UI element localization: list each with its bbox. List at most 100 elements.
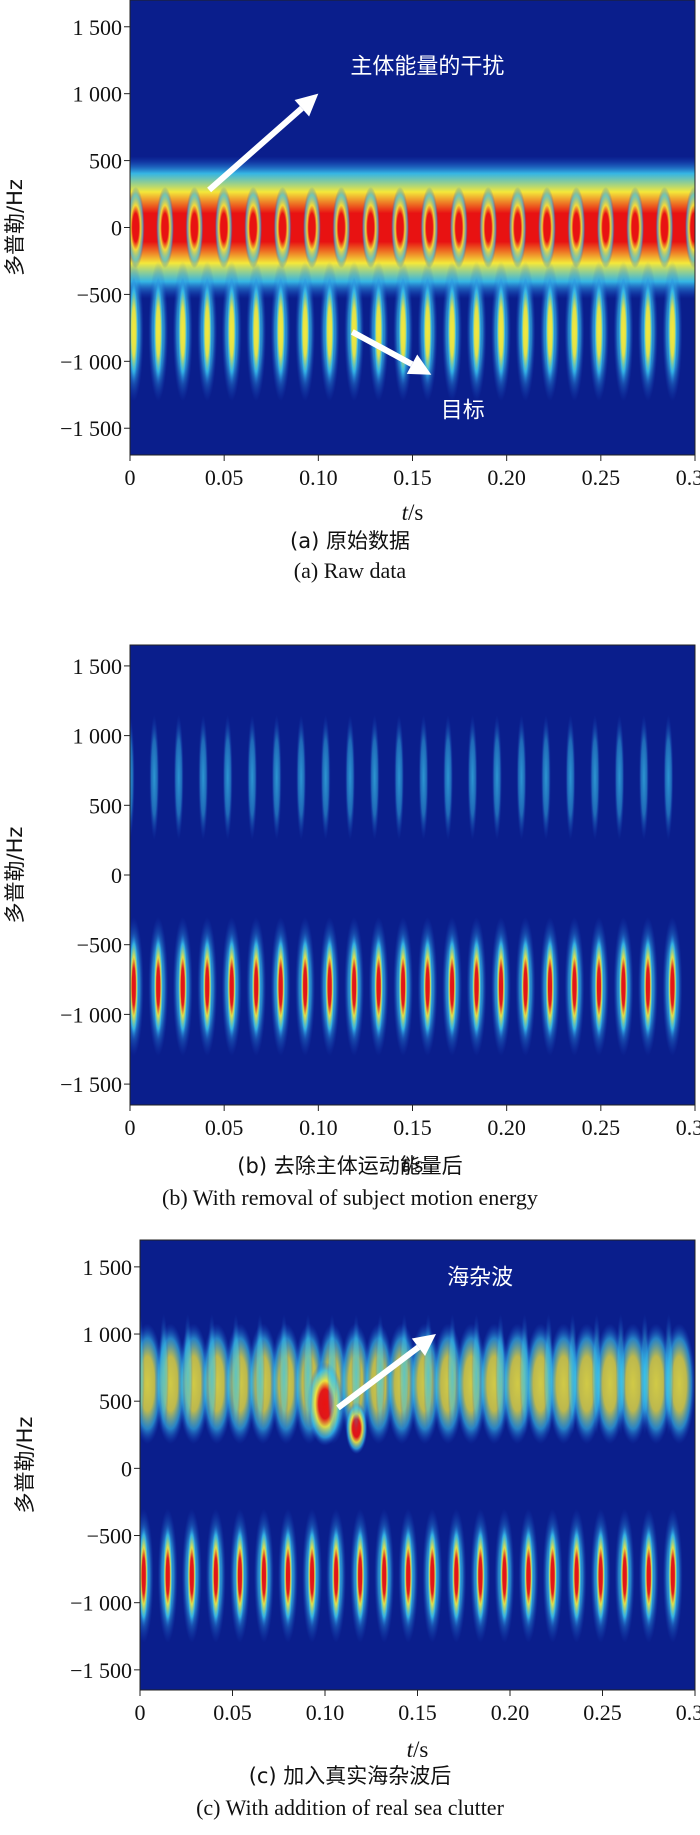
target-streak	[158, 1313, 169, 1435]
target-pulse	[234, 1524, 245, 1628]
x-tick-label: 0.25	[583, 1700, 622, 1725]
body-energy-blob	[391, 186, 410, 269]
body-energy-blob	[626, 186, 645, 269]
body-energy-blob	[273, 186, 292, 269]
x-axis-label: t/s	[402, 500, 424, 525]
target-pulse	[130, 932, 139, 1041]
panel-c: 1 500 1 000 500 0 −500 −1 000 −1 500 0 0.05 0.10 0…	[0, 1225, 700, 1785]
target-streak	[247, 714, 258, 841]
y-tick-label: 500	[89, 793, 122, 818]
target-pulse	[226, 932, 237, 1041]
y-tick-label: −1 500	[70, 1658, 132, 1683]
target-pulse	[427, 1524, 438, 1628]
x-tick-label: 0.10	[299, 1115, 338, 1140]
target-streak	[423, 1313, 434, 1435]
x-tick-label: 0	[135, 1700, 146, 1725]
annotation-label: 目标	[441, 399, 485, 424]
target-streak	[663, 714, 674, 841]
body-energy-blob	[332, 186, 351, 269]
target-streak	[467, 714, 478, 841]
target-streak	[615, 1313, 626, 1435]
annotation-arrow-shaft	[336, 1344, 421, 1411]
target-pulse	[619, 1524, 630, 1628]
x-tick-label: 0.05	[213, 1700, 252, 1725]
caption-c-en: (c) With addition of real sea clutter	[196, 1795, 504, 1820]
body-energy-blob	[508, 186, 527, 269]
target-pulse	[451, 1524, 462, 1628]
target-pulse	[130, 277, 139, 386]
y-tick-label: −500	[87, 1524, 132, 1549]
y-tick-label: 1 500	[83, 1255, 133, 1280]
target-pulse	[471, 277, 482, 386]
target-pulse	[373, 932, 384, 1041]
target-streak	[565, 714, 576, 841]
x-tick-label: 0.10	[299, 465, 338, 490]
target-streak	[254, 1313, 265, 1435]
x-axis-label: t/s	[402, 1152, 424, 1177]
x-tick-label: 0.05	[205, 465, 244, 490]
target-streak	[320, 714, 331, 841]
target-streak	[130, 714, 135, 841]
body-energy-blob	[156, 186, 175, 269]
x-tick-label: 0.15	[393, 465, 432, 490]
target-streak	[351, 1313, 362, 1435]
target-pulse	[226, 277, 237, 386]
panel-b: 1 500 1 000 500 0 −500 −1 000 −1 500 0 0.05 0.10 0…	[0, 620, 700, 1180]
x-tick-label: 0.15	[398, 1700, 437, 1725]
y-tick-label: −1 500	[60, 416, 122, 441]
y-tick-label: 1 000	[83, 1322, 133, 1347]
x-tick-label: 0.25	[582, 465, 621, 490]
y-tick-label: 1 000	[73, 724, 123, 749]
target-streak	[443, 714, 454, 841]
x-tick-label: 0.20	[491, 1700, 530, 1725]
x-axis-label-unit: /s	[408, 500, 423, 525]
annotation-label: 海杂波	[447, 1265, 513, 1290]
target-pulse	[177, 277, 188, 386]
target-pulse	[258, 1524, 269, 1628]
y-tick-label: 1 500	[73, 654, 123, 679]
x-tick-label: 0.30	[676, 1115, 700, 1140]
target-streak	[345, 714, 356, 841]
y-tick-label: 0	[121, 1456, 132, 1481]
target-pulse	[593, 932, 604, 1041]
target-streak	[271, 714, 282, 841]
y-axis-label: 多普勒/Hz	[3, 179, 27, 276]
body-energy-blob	[537, 186, 556, 269]
target-pulse	[642, 277, 653, 386]
target-streak	[519, 1313, 530, 1435]
target-pulse	[153, 277, 164, 386]
caption-c-cn: (c) 加入真实海杂波后	[248, 1764, 452, 1788]
target-pulse	[422, 932, 433, 1041]
annotation-arrow-shaft	[350, 329, 414, 367]
y-tick-label: 1 500	[73, 15, 123, 40]
target-streak	[399, 1313, 410, 1435]
target-streak	[591, 1313, 602, 1435]
target-pulse	[447, 277, 458, 386]
x-tick-label: 0.20	[487, 1115, 526, 1140]
x-tick-label: 0.10	[306, 1700, 345, 1725]
plot-area	[130, 0, 695, 455]
x-tick-label: 0.20	[487, 465, 526, 490]
target-pulse	[595, 1524, 606, 1628]
body-energy-blob	[684, 186, 695, 269]
target-pulse	[523, 1524, 534, 1628]
target-streak	[663, 1313, 674, 1435]
y-axis-label: 多普勒/Hz	[3, 827, 27, 924]
target-pulse	[373, 277, 384, 386]
target-streak	[540, 714, 551, 841]
target-pulse	[569, 277, 580, 386]
target-pulse	[520, 932, 531, 1041]
target-pulse	[403, 1524, 414, 1628]
target-streak	[296, 714, 307, 841]
target-pulse	[324, 932, 335, 1041]
target-streak	[418, 714, 429, 841]
target-pulse	[251, 932, 262, 1041]
target-pulse	[593, 277, 604, 386]
annotation-arrow-head	[406, 354, 432, 375]
x-axis-label-unit: /s	[408, 1152, 423, 1177]
target-streak	[140, 1314, 145, 1435]
target-pulse	[544, 277, 555, 386]
target-pulse	[642, 932, 653, 1041]
target-streak	[543, 1313, 554, 1435]
